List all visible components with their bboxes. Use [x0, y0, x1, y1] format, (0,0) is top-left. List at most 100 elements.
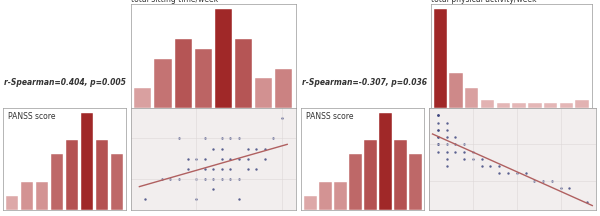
- Point: [433, 121, 443, 124]
- Point: [460, 157, 469, 160]
- Point: [433, 135, 443, 139]
- Point: [277, 116, 287, 120]
- Bar: [50, 154, 64, 210]
- Point: [556, 186, 565, 189]
- Point: [234, 198, 244, 201]
- Point: [209, 167, 218, 171]
- Point: [538, 179, 548, 182]
- Point: [433, 135, 443, 139]
- Point: [442, 135, 451, 139]
- Point: [183, 157, 193, 160]
- Point: [433, 128, 443, 132]
- Point: [460, 143, 469, 146]
- Point: [260, 157, 269, 160]
- Text: PANSS score: PANSS score: [8, 112, 55, 121]
- Point: [547, 179, 557, 182]
- Point: [433, 150, 443, 153]
- Bar: [20, 182, 34, 210]
- Point: [451, 143, 460, 146]
- Text: total sitting time/week: total sitting time/week: [131, 0, 218, 3]
- Bar: [394, 140, 407, 210]
- Point: [269, 137, 278, 140]
- Point: [200, 167, 209, 171]
- Point: [260, 147, 269, 150]
- Bar: [465, 88, 478, 108]
- Bar: [481, 100, 494, 108]
- Bar: [80, 113, 94, 210]
- Bar: [65, 140, 79, 210]
- Bar: [379, 113, 392, 210]
- Point: [442, 128, 451, 132]
- Point: [494, 172, 504, 175]
- Text: total physical activity/week: total physical activity/week: [431, 0, 536, 3]
- Point: [191, 157, 201, 160]
- Point: [512, 172, 521, 175]
- Point: [209, 177, 218, 181]
- Point: [217, 167, 227, 171]
- Point: [166, 177, 175, 181]
- Bar: [544, 103, 557, 108]
- Point: [174, 177, 184, 181]
- Bar: [5, 196, 19, 210]
- Point: [243, 147, 253, 150]
- Point: [468, 157, 478, 160]
- Point: [477, 164, 487, 168]
- Point: [251, 167, 261, 171]
- Point: [468, 150, 478, 153]
- Point: [442, 157, 451, 160]
- Point: [209, 187, 218, 191]
- Point: [521, 172, 530, 175]
- Bar: [349, 154, 362, 210]
- Bar: [497, 103, 510, 108]
- Bar: [409, 154, 422, 210]
- Text: r-Spearman=0.404, p=0.005: r-Spearman=0.404, p=0.005: [4, 78, 126, 87]
- Point: [234, 157, 244, 160]
- Bar: [154, 59, 172, 108]
- Point: [191, 198, 201, 201]
- Point: [174, 137, 184, 140]
- Point: [234, 177, 244, 181]
- Point: [183, 167, 193, 171]
- Bar: [434, 9, 447, 108]
- Bar: [334, 182, 347, 210]
- Text: r-Spearman=-0.307, p=0.036: r-Spearman=-0.307, p=0.036: [302, 78, 427, 87]
- Point: [140, 198, 149, 201]
- Bar: [449, 73, 463, 108]
- Point: [582, 200, 592, 204]
- Bar: [175, 39, 191, 108]
- Bar: [110, 154, 124, 210]
- Point: [226, 137, 235, 140]
- Point: [442, 121, 451, 124]
- Bar: [95, 140, 109, 210]
- Point: [494, 164, 504, 168]
- Point: [217, 147, 227, 150]
- Point: [234, 137, 244, 140]
- Bar: [319, 182, 332, 210]
- Bar: [215, 9, 232, 108]
- Point: [200, 177, 209, 181]
- Bar: [560, 103, 573, 108]
- Point: [442, 143, 451, 146]
- Point: [226, 177, 235, 181]
- Bar: [134, 88, 151, 108]
- Bar: [304, 196, 317, 210]
- Point: [442, 150, 451, 153]
- Point: [200, 157, 209, 160]
- Point: [157, 177, 167, 181]
- Point: [433, 143, 443, 146]
- Point: [191, 177, 201, 181]
- Point: [485, 164, 495, 168]
- Point: [433, 114, 443, 117]
- Text: PANSS score: PANSS score: [306, 112, 353, 121]
- Point: [243, 167, 253, 171]
- Bar: [35, 182, 49, 210]
- Point: [433, 128, 443, 132]
- Point: [442, 164, 451, 168]
- Point: [460, 150, 469, 153]
- Point: [565, 186, 574, 189]
- Bar: [194, 49, 212, 108]
- Point: [433, 143, 443, 146]
- Bar: [255, 78, 272, 108]
- Point: [200, 137, 209, 140]
- Point: [251, 147, 261, 150]
